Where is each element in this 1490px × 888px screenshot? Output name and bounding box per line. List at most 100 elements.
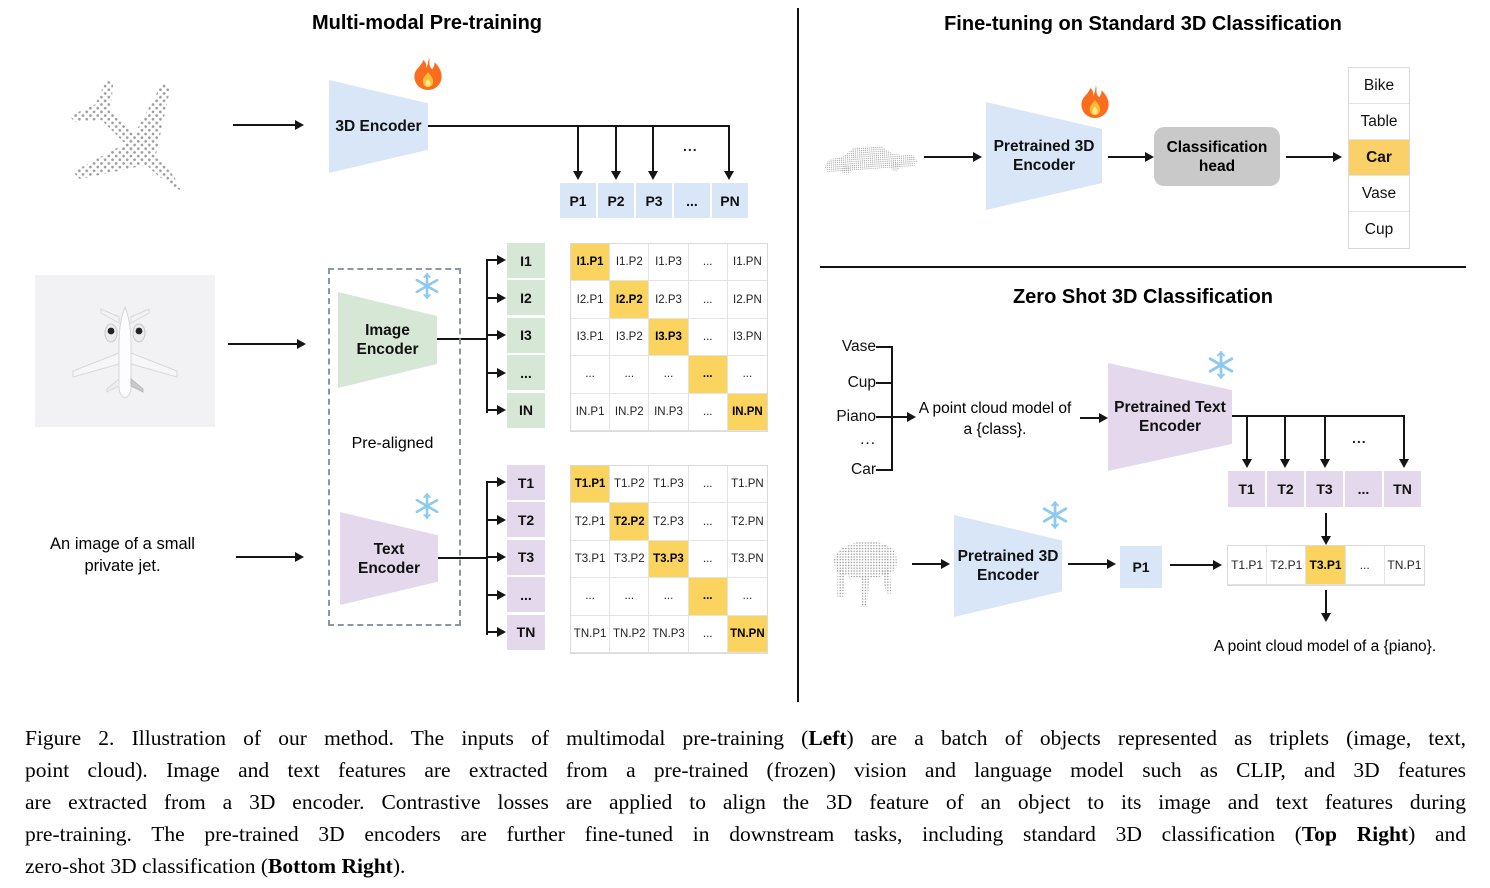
arrow: [1242, 416, 1252, 468]
p-feature-row: P1 P2 P3... PN: [560, 183, 748, 218]
class-row: Vase: [1349, 176, 1409, 212]
arrow: [724, 126, 734, 180]
pre-aligned-box: [328, 268, 461, 626]
matrix-cell: ...: [688, 244, 728, 282]
caption-line: point cloud). Image and text features ar…: [25, 758, 1466, 782]
matrix-cell: ...: [649, 356, 689, 394]
arrow: [924, 152, 982, 162]
p-cell: P3: [636, 183, 672, 218]
arrow: [487, 590, 506, 600]
arrow: [892, 412, 916, 422]
matrix-cell: ...: [571, 356, 611, 394]
matrix-cell: ...: [688, 615, 728, 653]
input-text-line: private jet.: [84, 557, 161, 575]
arrow: [487, 293, 506, 303]
matrix-cell: T1.P1: [1228, 546, 1268, 585]
matrix-cell: ...: [688, 393, 728, 431]
matrix-cell: T2.P2: [610, 503, 650, 541]
matrix-cell: ...: [727, 356, 767, 394]
t-cell: ...: [1345, 471, 1382, 507]
caption-line: pre-training. The pre-trained 3D encoder…: [25, 822, 1467, 846]
class-row: Bike: [1349, 68, 1409, 104]
airplane-point-cloud: [69, 78, 183, 192]
arrow: [487, 405, 506, 415]
matrix-cell: T1.PN: [727, 466, 767, 504]
caption-line: are extracted from a 3D encoder. Contras…: [25, 790, 1466, 814]
t-cell: TN: [507, 614, 545, 650]
matrix-cell: ...: [1345, 546, 1385, 585]
class-list: Bike Table Car Vase Cup: [1348, 67, 1410, 249]
arrow: [1320, 416, 1330, 468]
figure-caption: Figure 2. Illustration of our method. Th…: [25, 722, 1466, 882]
matrix-cell: IN.PN: [727, 393, 767, 431]
matrix-cell: T3.P3: [649, 540, 689, 579]
p-cell: ...: [674, 183, 710, 218]
matrix-cell: I3.P3: [649, 318, 689, 357]
connector-line: [437, 338, 487, 340]
classification-head-label: head: [1198, 157, 1236, 175]
connector-line: [486, 259, 488, 413]
matrix-cell: I3.P1: [571, 318, 611, 357]
matrix-cell: ...: [688, 578, 728, 616]
matrix-cell: TN.P1: [571, 615, 611, 653]
arrow: [1399, 416, 1409, 468]
matrix-cell: TN.P3: [649, 615, 689, 653]
matrix-cell: I1.P1: [571, 244, 611, 282]
finetune-title: Fine-tuning on Standard 3D Classificatio…: [944, 13, 1342, 35]
t-cell: T1: [507, 465, 545, 500]
arrow: [1286, 152, 1342, 162]
matrix-cell: I3.PN: [727, 318, 767, 357]
image-encoder-label: Image: [365, 322, 410, 339]
classification-head: Classification head: [1154, 127, 1280, 186]
zeroshot-title: Zero Shot 3D Classification: [1012, 286, 1274, 308]
jet-illustration: [72, 305, 178, 399]
pretrained-3d-encoder-label: Pretrained 3D: [993, 138, 1095, 155]
matrix-cell: ...: [688, 503, 728, 541]
matrix-cell: T3.PN: [727, 540, 767, 579]
matrix-cell: ...: [610, 356, 650, 394]
connector-line: [876, 382, 892, 384]
matrix-cell: T2.P1: [571, 503, 611, 541]
arrow: [648, 126, 658, 180]
connector-line: [1232, 415, 1405, 417]
t-cell: T1: [1228, 471, 1265, 507]
pretrained-3d-encoder-zeroshot: Pretrained 3D Encoder: [954, 515, 1062, 617]
zeroshot-class-list: Vase Cup Piano... Car: [818, 338, 876, 483]
zeroshot-class: Piano: [836, 408, 876, 425]
connector-line: [876, 469, 892, 471]
i-cell: I1: [507, 243, 545, 278]
p1-feature-box: P1: [1120, 546, 1162, 588]
matrix-cell: T3.P1: [1306, 546, 1346, 585]
matrix-cell: T2.P1: [1267, 546, 1307, 585]
snowflake-icon: [1042, 501, 1068, 529]
caption-line: zero-shot 3D classification (Bottom Righ…: [25, 854, 406, 878]
matrix-cell: IN.P3: [649, 393, 689, 431]
matrix-cell: ...: [688, 466, 728, 504]
arrow: [1321, 513, 1331, 545]
matrix-cell: T1.P1: [571, 466, 611, 504]
matrix-cell: I2.P2: [610, 281, 650, 319]
prompt-line: a {class}.: [963, 421, 1027, 438]
matrix-cell: TN.PN: [727, 615, 767, 653]
zeroshot-class: Car: [851, 461, 876, 478]
arrow: [487, 255, 506, 265]
image-encoder-label: Encoder: [356, 341, 419, 358]
arrow: [487, 368, 506, 378]
p1-cell: P1: [1120, 546, 1162, 588]
matrix-cell: IN.P2: [610, 393, 650, 431]
connector-line: [891, 346, 893, 471]
t-cell: TN: [1384, 471, 1421, 507]
arrow: [487, 330, 506, 340]
arrow: [487, 515, 506, 525]
matrix-cell: T2.PN: [727, 503, 767, 541]
arrow: [233, 120, 304, 130]
zeroshot-t-row: T1 T2 T3... TN: [1228, 471, 1421, 507]
car-point-cloud: [824, 145, 918, 175]
prompt-text: A point cloud model of a {class}.: [905, 398, 1085, 440]
matrix-cell: ...: [571, 578, 611, 616]
matrix-cell: T1.P2: [610, 466, 650, 504]
class-row: Table: [1349, 104, 1409, 140]
i-cell: I3: [507, 317, 545, 353]
pretrained-text-encoder-label: Encoder: [1138, 418, 1201, 435]
fire-icon: [1081, 85, 1109, 118]
